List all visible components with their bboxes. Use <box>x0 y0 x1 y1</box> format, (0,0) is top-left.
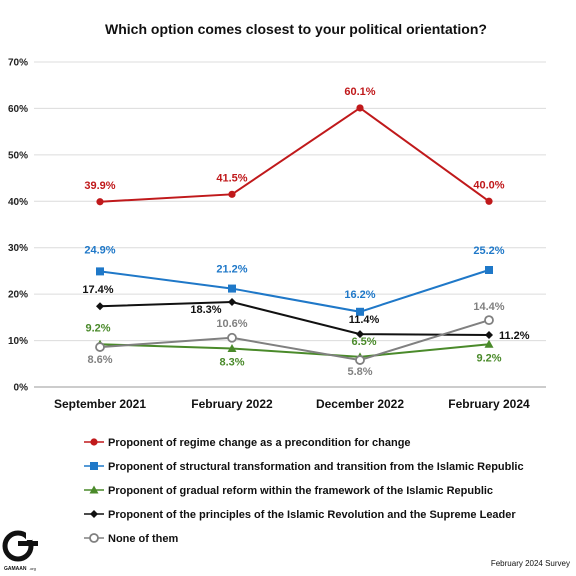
y-tick-label: 30% <box>8 243 28 254</box>
series-line-group <box>95 315 494 365</box>
series-line-group <box>96 266 493 316</box>
legend-label: Proponent of gradual reform within the f… <box>108 485 493 497</box>
data-point <box>485 197 493 205</box>
data-label: 60.1% <box>344 86 375 98</box>
data-label: 25.2% <box>473 245 504 257</box>
data-point <box>484 315 494 326</box>
series-line <box>99 319 490 362</box>
data-point <box>485 331 493 339</box>
data-label: 11.4% <box>349 314 380 326</box>
legend-entry: Proponent of structural transformation a… <box>84 461 524 473</box>
data-point <box>356 104 364 112</box>
grid-layer <box>34 61 546 388</box>
data-label: 41.5% <box>216 172 247 184</box>
label-layer: 39.9% 41.5% 60.1% 40.0% 24.9% 21.2% 16.2% 25.2%… <box>82 86 529 378</box>
data-point <box>95 342 105 352</box>
data-point <box>96 198 104 206</box>
legend-entry: Proponent of gradual reform within the f… <box>84 485 493 497</box>
gamaan-logo: GAMAAN .org <box>2 530 38 572</box>
legend-marker <box>89 485 99 494</box>
y-tick-label: 70% <box>8 58 28 69</box>
series-line <box>99 301 490 336</box>
data-label: 18.3% <box>190 304 221 316</box>
data-point <box>355 355 365 365</box>
y-tick-label: 40% <box>8 197 28 208</box>
legend-entry: None of them <box>84 533 178 545</box>
logo-text: GAMAAN <box>4 566 27 572</box>
data-label: 14.4% <box>473 301 504 313</box>
legend-marker <box>90 462 98 470</box>
data-point <box>356 330 364 339</box>
data-label: 8.6% <box>87 354 112 366</box>
data-label: 6.5% <box>351 336 376 348</box>
axis-layer: 0% 10% 20% 30% 40% 50% 60% 70% September 2021 Feb… <box>8 58 530 412</box>
y-tick-label: 10% <box>8 336 28 347</box>
data-label: 40.0% <box>473 179 504 191</box>
data-point <box>356 307 364 316</box>
legend-marker <box>89 533 99 543</box>
data-point <box>485 266 493 274</box>
legend-label: Proponent of the principles of the Islam… <box>108 509 516 521</box>
data-label: 21.2% <box>216 264 247 276</box>
chart-title: Which option comes closest to your polit… <box>105 21 487 37</box>
data-label: 10.6% <box>216 318 247 330</box>
legend-entry: Proponent of regime change as a precondi… <box>84 437 411 449</box>
logo-bar <box>18 541 38 546</box>
legend-entry: Proponent of the principles of the Islam… <box>84 509 516 521</box>
data-label: 39.9% <box>84 180 115 192</box>
y-tick-label: 60% <box>8 104 28 115</box>
data-point <box>484 339 494 348</box>
y-tick-label: 0% <box>14 383 29 394</box>
data-label: 24.9% <box>84 244 115 256</box>
y-tick-label: 20% <box>8 290 28 301</box>
y-tick-label: 50% <box>8 150 28 161</box>
legend-marker <box>90 438 98 446</box>
legend-marker <box>90 510 98 518</box>
data-label: 9.2% <box>476 352 501 364</box>
data-point <box>227 332 237 343</box>
data-point <box>96 267 104 276</box>
logo-suffix: .org <box>29 566 36 571</box>
data-label: 8.3% <box>219 356 244 368</box>
logo-gap <box>26 530 32 540</box>
data-label: 9.2% <box>85 322 110 334</box>
series-line <box>99 269 490 313</box>
survey-note: February 2024 Survey <box>491 559 570 568</box>
series-line <box>99 106 490 203</box>
data-point <box>227 343 237 352</box>
data-label: 17.4% <box>82 284 113 296</box>
series-layer <box>95 104 494 365</box>
data-point <box>228 190 236 198</box>
legend-label: None of them <box>108 533 178 545</box>
data-point <box>228 284 236 293</box>
legend-label: Proponent of regime change as a precondi… <box>108 437 411 449</box>
x-category-label: September 2021 <box>54 397 146 411</box>
x-category-label: February 2022 <box>191 397 273 411</box>
data-label: 16.2% <box>344 289 375 301</box>
legend: Proponent of regime change as a precondi… <box>84 437 524 545</box>
data-point <box>96 302 104 311</box>
data-label: 11.2% <box>499 330 530 342</box>
legend-label: Proponent of structural transformation a… <box>108 461 524 473</box>
x-category-label: February 2024 <box>448 397 530 411</box>
series-line <box>99 343 490 358</box>
x-category-label: December 2022 <box>316 397 404 411</box>
series-line-group <box>96 298 493 339</box>
data-point <box>228 298 236 307</box>
data-label: 5.8% <box>347 366 372 378</box>
series-line-group <box>96 104 493 206</box>
